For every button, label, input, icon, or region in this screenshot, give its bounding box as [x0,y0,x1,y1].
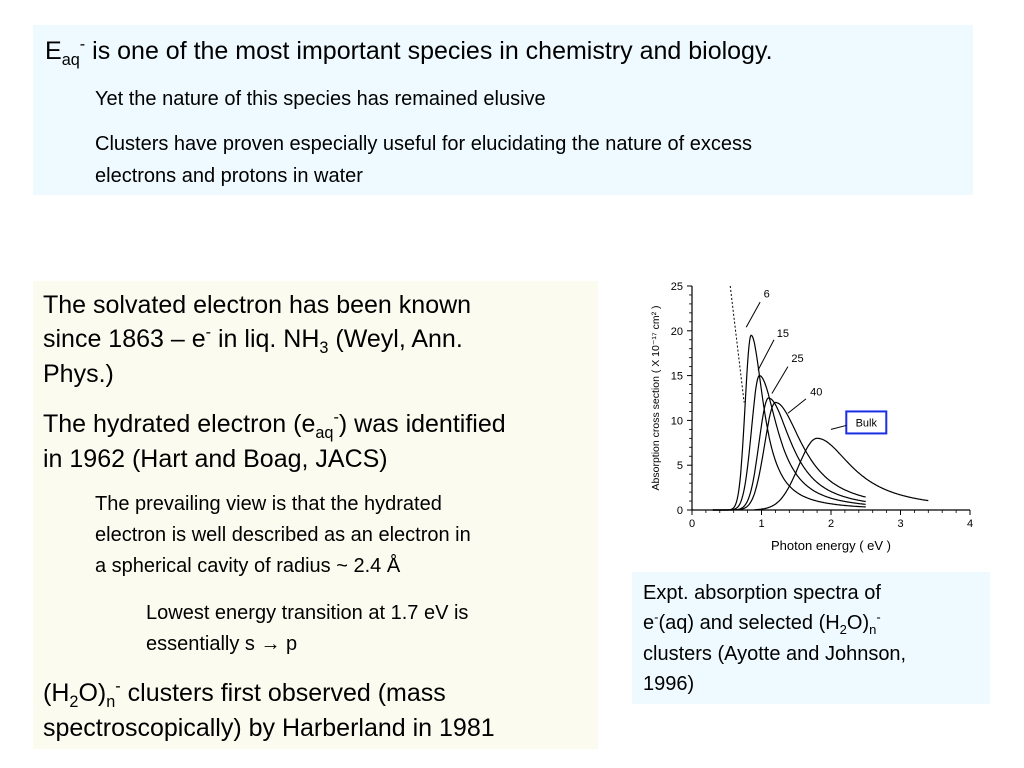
chart-curves [712,285,929,511]
history-p1-line-2: since 1863 – e- in liq. NH3 (Weyl, Ann. [43,323,463,357]
intro-bullet-2-line-1: Clusters have proven especially useful f… [95,133,753,155]
history-p5-line-1: (H2O)n- clusters first observed (mass [43,677,446,711]
history-p3-line-2: electron is well described as an electro… [95,524,471,546]
series-line-40 [712,401,866,511]
series-label-25: 25 [791,353,803,365]
history-p1-line-1: The solvated electron has been known [43,291,472,319]
history-p3-line-3: a spherical cavity of radius ~ 2.4 Å [95,555,401,577]
history-p5-line-2: spectroscopically) by Harberland in 1981 [43,714,495,742]
intro-panel: Eaq- is one of the most important specie… [33,25,973,195]
history-p4-line-2: essentially s → p [146,633,298,655]
history-p2-line-2: in 1962 (Hart and Boag, JACS) [43,445,388,473]
intro-bullet-2-line-2: electrons and protons in water [95,165,363,187]
caption-line-4: 1996) [643,673,695,695]
series-label-bulk: Bulk [856,417,878,429]
y-tick-label: 0 [677,505,683,517]
absorption-spectra-figure: 0 1 2 3 4 0 5 10 15 20 25 Photon energy ( eV ) Absor… [640,272,985,567]
history-p1-line-3: Phys.) [43,360,114,388]
leader-line-25 [771,366,789,394]
intro-bullet-1: Yet the nature of this species has remai… [95,88,546,110]
series-label-40: 40 [810,386,822,398]
series-label-15: 15 [777,328,789,340]
y-tick-label: 25 [671,281,683,293]
y-tick-label: 15 [671,371,683,383]
caption-line-3: clusters (Ayotte and Johnson, [643,643,907,665]
x-tick-label: 4 [967,518,973,530]
history-p3-line-1: The prevailing view is that the hydrated [95,493,442,515]
history-p2-line-1: The hydrated electron (eaq-) was identif… [43,408,506,442]
y-tick-label: 5 [677,460,683,472]
leader-line-15 [757,339,775,371]
leader-line-40 [787,398,807,414]
history-p4-line-1: Lowest energy transition at 1.7 eV is [146,602,469,624]
leader-line-bulk [830,424,847,430]
x-tick-label: 1 [758,518,764,530]
intro-heading: Eaq- is one of the most important specie… [45,35,773,69]
x-tick-label: 3 [897,518,903,530]
x-tick-label: 0 [689,518,695,530]
bulk-label-box [845,410,888,435]
history-panel: The solvated electron has been known sin… [33,281,598,749]
series-label-6: 6 [764,289,770,301]
chart-labels: 6 15 25 40 Bulk [745,289,888,435]
leader-line-6 [745,301,761,328]
series-line-15 [712,374,866,511]
caption-line-1: Expt. absorption spectra of [643,582,881,604]
x-axis-title: Photon energy ( eV ) [771,538,891,553]
y-tick-label: 10 [671,415,683,427]
series-line-6 [712,334,866,511]
series-line-Bulk [754,437,929,511]
x-tick-label: 2 [828,518,834,530]
y-tick-label: 20 [671,326,683,338]
series-extrapolation-6 [729,285,745,403]
caption-line-2: e-(aq) and selected (H2O)n- [643,609,881,637]
figure-caption: Expt. absorption spectra of e-(aq) and s… [632,572,990,704]
series-line-25 [712,397,866,511]
y-axis-title: Absorption cross section ( X 10⁻¹⁷ cm² ) [650,306,662,491]
